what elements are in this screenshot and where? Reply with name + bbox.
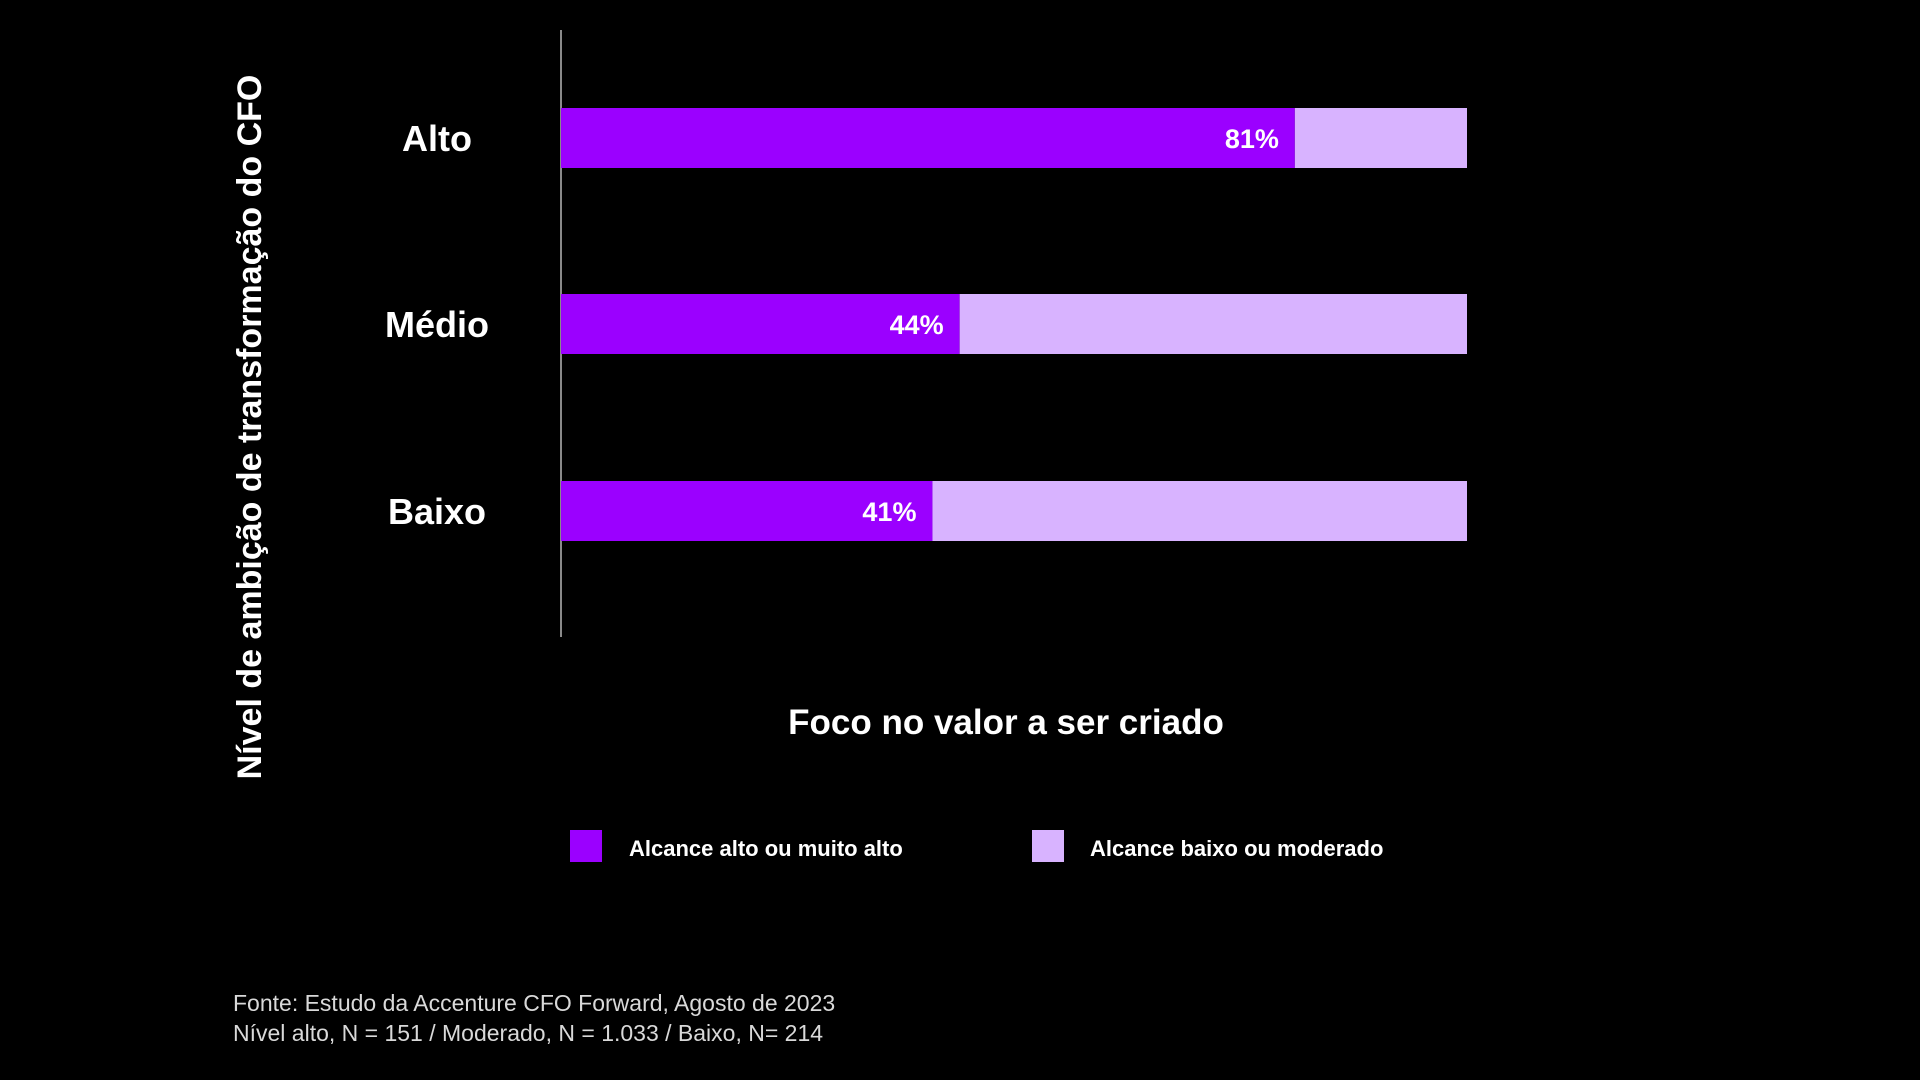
category-labels: Alto Médio Baixo	[385, 118, 489, 532]
legend-swatch-low	[1032, 830, 1064, 862]
bar-high-baixo	[561, 481, 933, 541]
source-line-2: Nível alto, N = 151 / Moderado, N = 1.03…	[233, 1020, 824, 1046]
source-note: Fonte: Estudo da Accenture CFO Forward, …	[233, 988, 835, 1048]
category-label-baixo: Baixo	[388, 491, 486, 532]
value-labels: 81% 44% 41%	[862, 124, 1278, 527]
category-label-medio: Médio	[385, 304, 489, 345]
bar-low-medio	[959, 294, 1467, 354]
bars-group	[561, 108, 1467, 541]
source-line-1: Fonte: Estudo da Accenture CFO Forward, …	[233, 990, 836, 1016]
legend-label-high: Alcance alto ou muito alto	[629, 836, 903, 861]
bar-low-baixo	[932, 481, 1467, 541]
x-axis-title: Foco no valor a ser criado	[788, 703, 1224, 742]
legend-label-low: Alcance baixo ou moderado	[1090, 836, 1383, 861]
value-label-baixo: 41%	[862, 497, 916, 527]
legend: Alcance alto ou muito alto Alcance baixo …	[570, 830, 1383, 862]
y-axis-title: Nível de ambição de transformação do CFO	[231, 75, 269, 780]
bar-high-alto	[561, 108, 1295, 168]
value-label-alto: 81%	[1225, 124, 1279, 154]
bar-high-medio	[561, 294, 960, 354]
legend-swatch-high	[570, 830, 602, 862]
value-label-medio: 44%	[890, 310, 944, 340]
bar-low-alto	[1294, 108, 1467, 168]
category-label-alto: Alto	[402, 118, 472, 159]
